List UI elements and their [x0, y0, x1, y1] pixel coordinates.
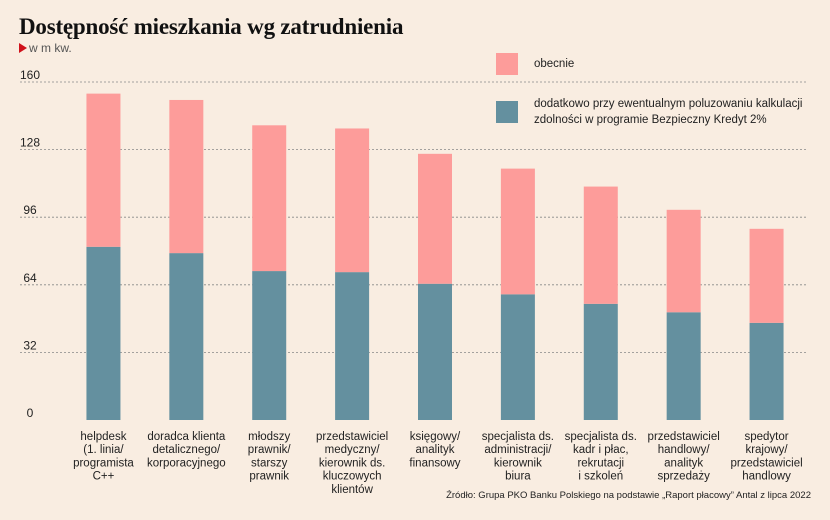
bar-obecnie-6	[583, 186, 618, 304]
bar-dodatkowo-7	[666, 312, 701, 420]
bar-obecnie-8	[749, 228, 784, 323]
legend-label-dodatkowo: dodatkowo przy ewentualnym poluzowaniu k…	[534, 98, 803, 126]
chart-title: Dostępność mieszkania wg zatrudnienia	[19, 14, 404, 39]
legend-item-obecnie: obecnie	[496, 53, 574, 75]
source-note: Źródło: Grupa PKO Banku Polskiego na pod…	[446, 490, 811, 501]
bar-dodatkowo-1	[169, 253, 204, 420]
bar-obecnie-0	[86, 93, 121, 247]
x-tick-label: przedstawiciel medyczny/kierownik ds. kluc…	[316, 431, 388, 496]
unit-text: w m kw.	[29, 41, 72, 55]
legend-swatch-obecnie	[496, 53, 518, 75]
bar-obecnie-5	[500, 168, 535, 295]
unit-label: w m kw.	[19, 41, 72, 55]
y-tick-label: 32	[23, 338, 37, 352]
bar-dodatkowo-5	[500, 294, 535, 420]
bar-dodatkowo-0	[86, 246, 121, 420]
x-tick-label: specjalista ds. administracji/kierownik bi…	[482, 431, 554, 483]
legend-swatch-dodatkowo	[496, 101, 518, 123]
bar-obecnie-1	[169, 99, 204, 254]
red-triangle-icon	[19, 43, 27, 53]
x-tick-label: przedstawiciel handlowy/analityk sprzedaży	[648, 431, 720, 483]
x-tick-label: specjalista ds. kadr i płac, rekrutacji i s…	[565, 431, 637, 483]
x-tick-label: spedytor krajowy/przedstawiciel handlowy	[730, 431, 802, 483]
x-tick-label: helpdesk (1. linia/programista C++	[73, 431, 134, 483]
legend-label-obecnie: obecnie	[534, 58, 575, 70]
bar-obecnie-7	[666, 209, 701, 313]
y-tick-label: 64	[23, 271, 37, 285]
y-tick-label: 0	[27, 406, 34, 420]
legend-item-dodatkowo: dodatkowo przy ewentualnym poluzowaniu k…	[496, 96, 826, 128]
bar-dodatkowo-4	[418, 283, 452, 420]
bar-dodatkowo-2	[252, 271, 287, 420]
bar-dodatkowo-3	[335, 272, 370, 420]
y-tick-label: 128	[20, 136, 40, 150]
bar-obecnie-2	[252, 125, 287, 272]
bar-dodatkowo-8	[749, 322, 784, 420]
bar-obecnie-3	[335, 128, 370, 273]
bar-obecnie-4	[418, 153, 452, 284]
x-tick-label: młodszy prawnik/starszy prawnik	[248, 431, 292, 483]
x-tick-label: doradca klienta detalicznego/korporacyjne…	[147, 431, 226, 469]
y-tick-label: 96	[23, 203, 37, 217]
bar-dodatkowo-6	[583, 303, 618, 420]
x-tick-label: księgowy/analityk finansowy	[409, 431, 461, 469]
y-tick-label: 160	[20, 68, 40, 82]
